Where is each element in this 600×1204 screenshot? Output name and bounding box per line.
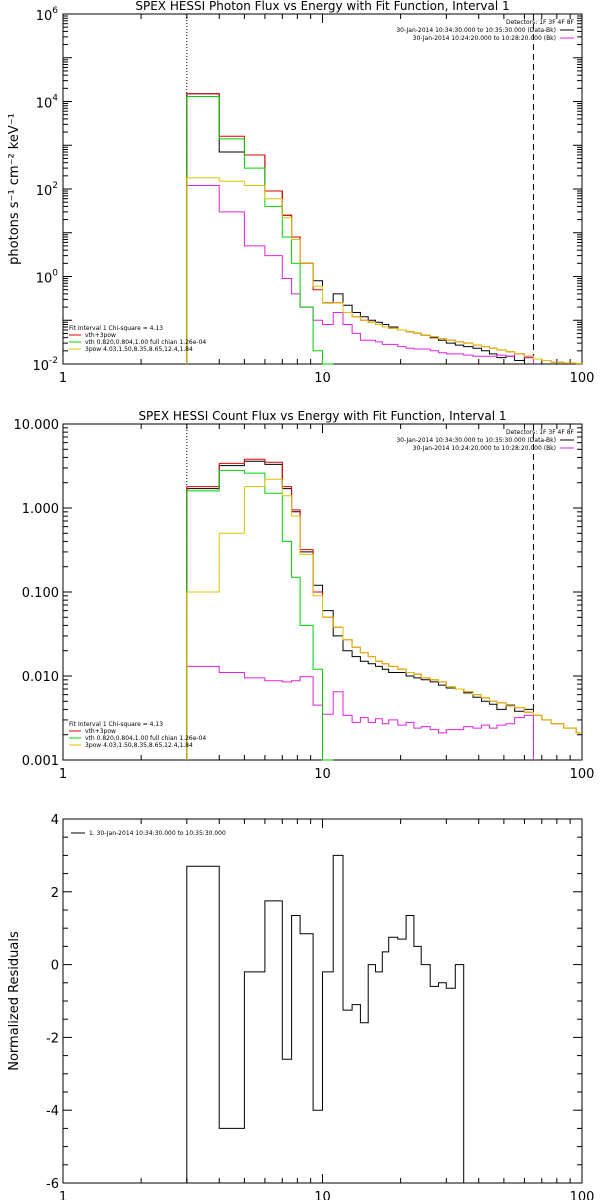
series-line-residuals — [186, 854, 465, 1183]
y-axis-label: photons s⁻¹ cm⁻² keV⁻¹ — [7, 113, 22, 265]
series-line-bk — [186, 665, 534, 760]
y-axis: -6 -4 -2 0 2 4 — [46, 813, 582, 1192]
x-tick-label: 10 — [314, 1190, 331, 1200]
y-tick-label: 0.010 — [22, 670, 59, 685]
x-tick-label: 100 — [570, 767, 595, 782]
y-tick-label: 0.001 — [22, 754, 59, 769]
series-line-data-bk — [186, 93, 534, 364]
legend-entry: 30-Jan-2014 10:24:20.000 to 10:28:20.000… — [413, 35, 556, 42]
chart-1: SPEX HESSI Photon Flux vs Energy with Fi… — [7, 0, 594, 386]
plot-frame — [62, 13, 583, 365]
legend-bottom: Fit Interval 1 Chi-square = 4.13vth+3pow… — [69, 721, 206, 749]
series-line-data-bk — [186, 460, 534, 760]
x-tick-label: 10 — [314, 767, 331, 782]
x-tick-label: 1 — [59, 767, 67, 782]
series-line-vth — [186, 469, 334, 761]
legend-entry: 30-Jan-2014 10:24:20.000 to 10:28:20.000… — [413, 445, 556, 452]
x-tick-label: 1 — [59, 371, 67, 386]
legend-entry: vth+3pow — [85, 728, 116, 735]
y-tick-label: 4 — [51, 813, 59, 828]
legend-entry: 3pow 4.03,1.50,8.35,8.65,12.4,1.84 — [85, 346, 193, 353]
series-line-vth — [186, 96, 334, 365]
y-tick-label: 0 — [51, 959, 59, 974]
legend-bottom: Fit Interval 1 Chi-square = 4.13vth+3pow… — [69, 325, 206, 353]
x-axis: 1 10 100 — [59, 424, 595, 782]
legend-header: Fit Interval 1 Chi-square = 4.13 — [69, 325, 163, 332]
legend-header: Detectors: 1F 3F 4F 8F — [506, 19, 575, 26]
y-axis-label: Normalized Residuals — [7, 931, 22, 1071]
x-tick-label: 1 — [59, 1190, 67, 1200]
x-tick-label: 100 — [570, 371, 595, 386]
series-group — [186, 458, 582, 761]
y-axis: 0.001 0.010 0.100 1.000 10.000 — [14, 418, 582, 769]
y-tick-label: 10.000 — [14, 418, 60, 433]
series-group — [186, 854, 465, 1183]
legend-entry: 1. 30-Jan-2014 10:34:30.000 to 10:35:30.… — [89, 830, 226, 837]
y-tick-label: 0.100 — [22, 586, 59, 601]
legend-entry: 30-Jan-2014 10:34:30.000 to 10:35:30.000… — [396, 437, 556, 444]
series-group — [186, 93, 582, 365]
series-line-vth-3pow — [186, 458, 582, 760]
y-axis: 10-2 100 102 104 106 — [32, 6, 582, 374]
y-tick-label: 106 — [36, 6, 59, 24]
series-line-3pow — [186, 177, 582, 365]
chart-title: SPEX HESSI Photon Flux vs Energy with Fi… — [135, 0, 509, 13]
legend-entry: 30-Jan-2014 10:34:30.000 to 10:35:30.000… — [396, 27, 556, 34]
legend-top: 1. 30-Jan-2014 10:34:30.000 to 10:35:30.… — [71, 830, 226, 837]
y-tick-label: 102 — [36, 181, 58, 199]
y-tick-label: -2 — [46, 1031, 59, 1046]
y-tick-label: 104 — [36, 94, 59, 112]
y-tick-label: -6 — [46, 1177, 59, 1192]
chart-3: 1 10 100 -6 -4 -2 0 2 4 Normalized Residuals 1. 30… — [7, 813, 595, 1204]
chart-2: SPEX HESSI Count Flux vs Energy with Fit… — [14, 409, 595, 782]
x-tick-label: 10 — [314, 371, 331, 386]
x-axis: 1 10 100 — [59, 819, 595, 1204]
chart-title: SPEX HESSI Count Flux vs Energy with Fit… — [138, 409, 506, 423]
y-tick-label: 2 — [51, 886, 59, 901]
y-tick-label: 10-2 — [32, 356, 58, 374]
legend-entry: vth 0.820,0.804,1.00 full chian 1.26e-04 — [85, 339, 206, 346]
y-tick-label: -4 — [46, 1104, 59, 1119]
y-tick-label: 100 — [36, 269, 59, 287]
legend-header: Fit Interval 1 Chi-square = 4.13 — [69, 721, 163, 728]
series-line-3pow — [186, 478, 582, 760]
series-line-bk — [186, 185, 534, 364]
x-tick-label: 100 — [570, 1190, 595, 1200]
legend-entry: vth+3pow — [85, 332, 116, 339]
legend-header: Detectors: 1F 3F 4F 8F — [506, 429, 575, 436]
legend-entry: vth 0.820,0.804,1.00 full chian 1.26e-04 — [85, 735, 206, 742]
series-line-vth-3pow — [186, 93, 582, 365]
y-tick-label: 1.000 — [22, 502, 59, 517]
legend-entry: 3pow 4.03,1.50,8.35,8.65,12.4,1.84 — [85, 742, 193, 749]
